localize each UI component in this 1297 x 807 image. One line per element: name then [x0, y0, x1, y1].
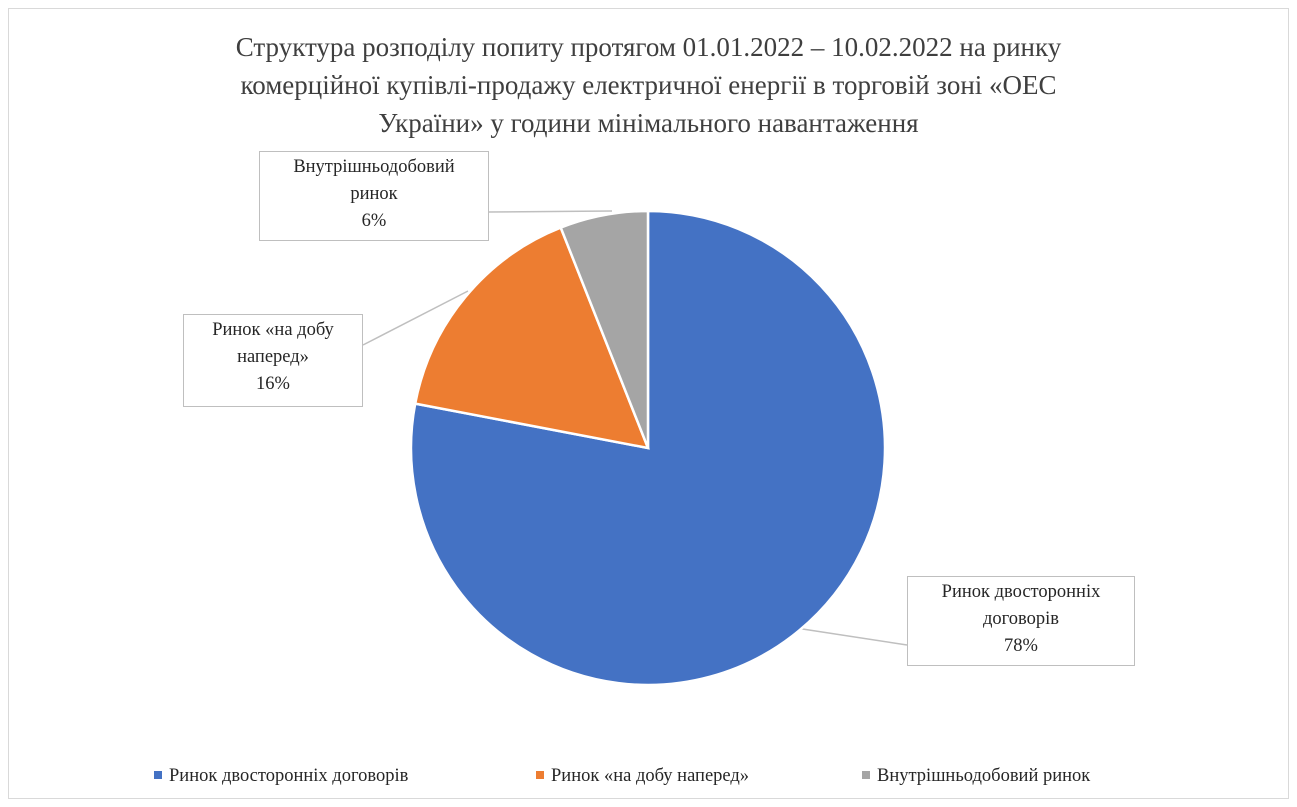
leader-line-intraday: [488, 210, 613, 213]
legend-label-bilateral: Ринок двосторонніх договорів: [169, 766, 409, 786]
legend: Ринок двосторонніх договорів Ринок «на д…: [0, 761, 1297, 791]
pie-slice-intraday: [559, 209, 650, 449]
chart-title-line-3: України» у години мінімального навантаже…: [378, 108, 919, 138]
data-label-bilateral-line-1: Ринок двосторонніх: [941, 582, 1101, 602]
leader-line-bilateral: [795, 627, 908, 646]
data-label-intraday: Внутрішньодобовий ринок 6%: [259, 151, 489, 241]
chart-title: Структура розподілу попиту протягом 01.0…: [0, 28, 1297, 142]
chart-title-line-2: комерційної купівлі-продажу електричної …: [240, 70, 1057, 100]
legend-item-bilateral: Ринок двосторонніх договорів: [154, 761, 408, 791]
data-label-day-ahead-line-1: Ринок «на добу: [212, 320, 334, 340]
legend-swatch-bilateral: [154, 770, 162, 779]
data-label-day-ahead-line-2: наперед»: [237, 347, 309, 367]
legend-swatch-day-ahead: [536, 770, 544, 779]
legend-label-day-ahead: Ринок «на добу наперед»: [551, 766, 750, 786]
leader-line-day-ahead: [362, 290, 469, 346]
data-label-intraday-percent: 6%: [361, 211, 387, 231]
data-label-intraday-line-1: Внутрішньодобовий: [293, 157, 455, 177]
legend-label-intraday: Внутрішньодобовий ринок: [877, 766, 1091, 786]
data-label-bilateral-percent: 78%: [1004, 636, 1038, 656]
pie-slices: [409, 209, 887, 687]
data-label-day-ahead-percent: 16%: [256, 374, 290, 394]
legend-item-intraday: Внутрішньодобовий ринок: [862, 761, 1090, 791]
data-label-bilateral: Ринок двосторонніх договорів 78%: [907, 576, 1135, 666]
data-label-day-ahead: Ринок «на добу наперед» 16%: [183, 314, 363, 407]
legend-swatch-intraday: [862, 770, 870, 779]
pie-slice-day-ahead: [413, 226, 650, 450]
chart-title-line-1: Структура розподілу попиту протягом 01.0…: [235, 32, 1062, 62]
legend-item-day-ahead: Ринок «на добу наперед»: [536, 761, 749, 791]
data-label-bilateral-line-2: договорів: [982, 609, 1060, 629]
leader-lines: [362, 210, 908, 646]
data-label-intraday-line-2: ринок: [350, 184, 398, 204]
